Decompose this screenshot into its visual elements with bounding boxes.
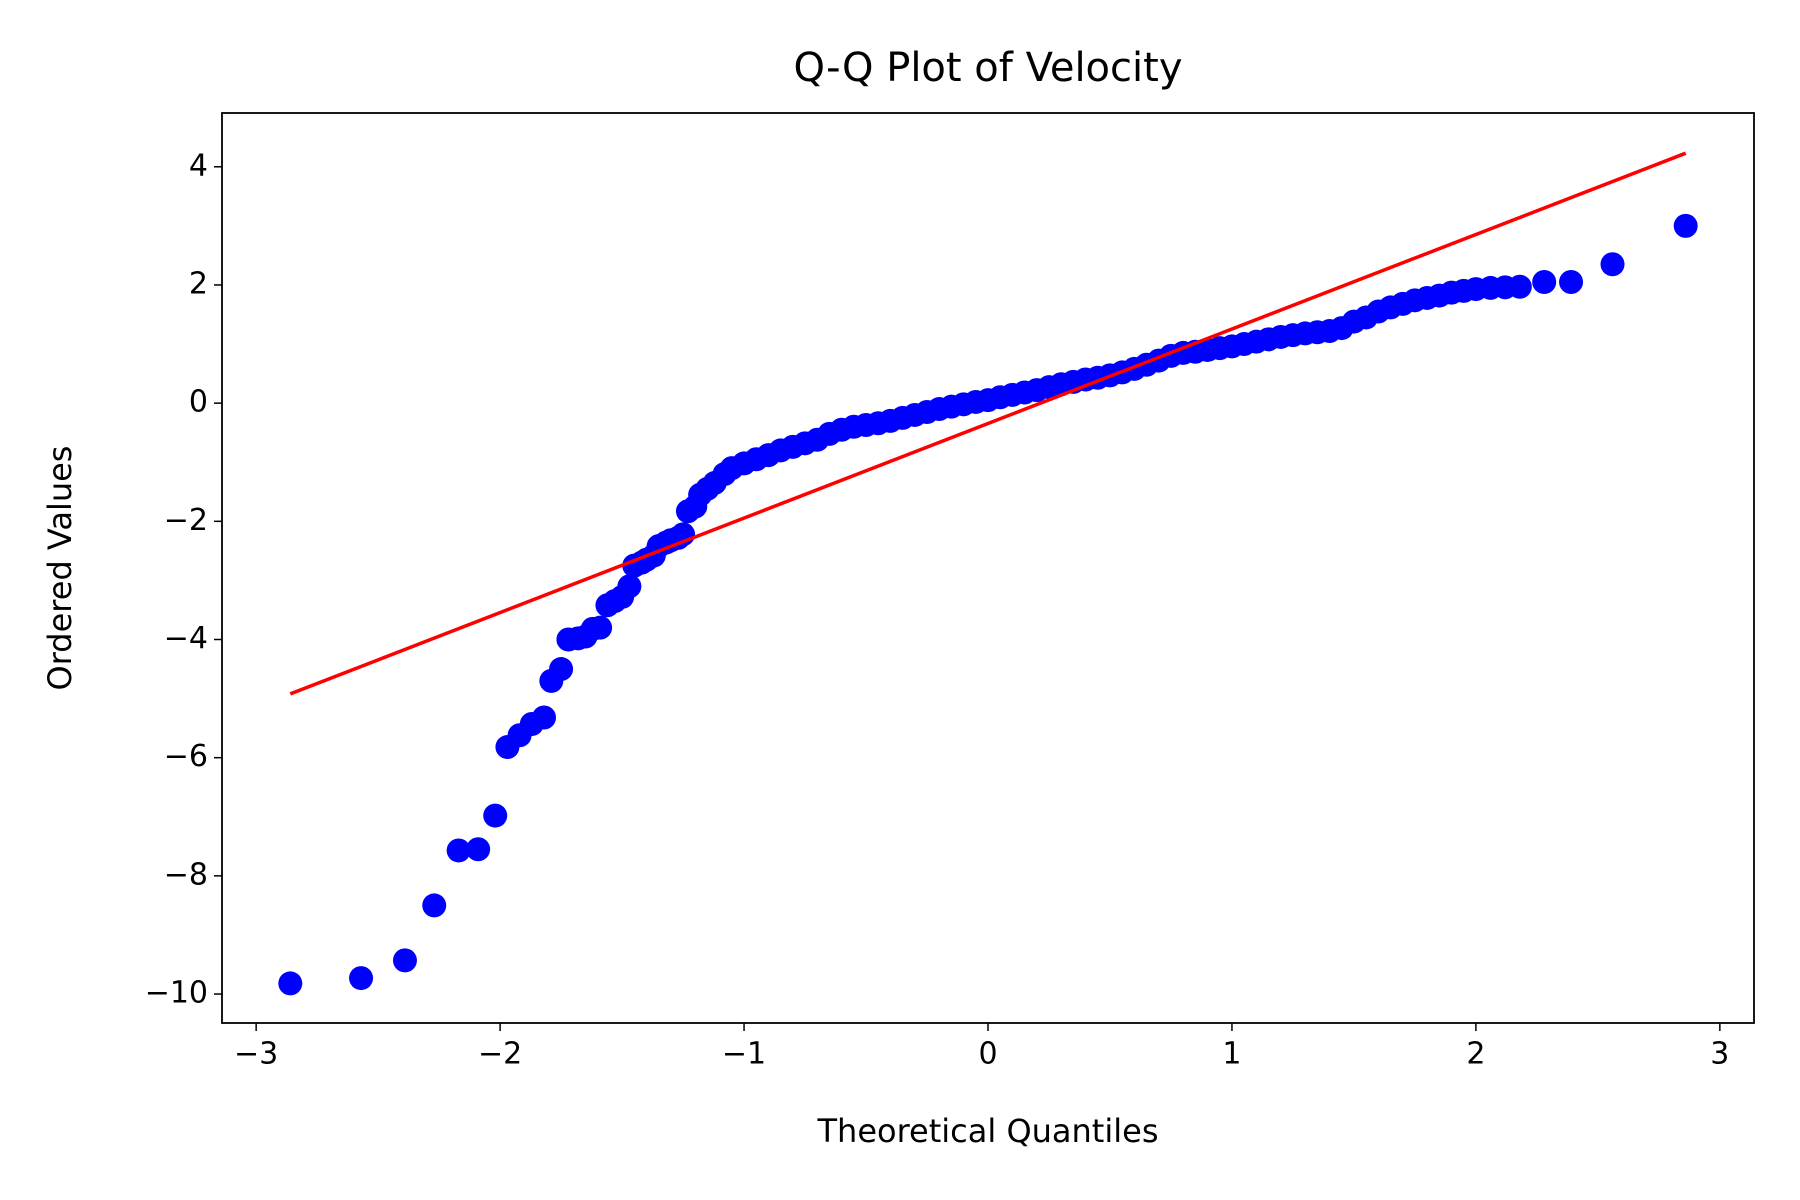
y-tick-label: −2: [164, 503, 208, 538]
x-tick-label: −1: [722, 1037, 766, 1072]
x-tick-label: −2: [478, 1037, 522, 1072]
data-point: [483, 803, 508, 828]
x-tick-label: 3: [1710, 1037, 1729, 1072]
x-tick-label: 2: [1466, 1037, 1485, 1072]
data-point: [549, 657, 574, 682]
data-point: [588, 615, 613, 640]
data-point: [278, 971, 303, 996]
x-tick-label: 0: [978, 1037, 997, 1072]
x-tick-label: 1: [1222, 1037, 1241, 1072]
data-point: [446, 838, 471, 863]
data-point: [392, 948, 417, 973]
x-tick-label: −3: [234, 1037, 278, 1072]
y-tick-label: −10: [145, 976, 208, 1011]
plot-frame: [221, 112, 1755, 1024]
data-point: [532, 705, 557, 730]
data-point: [617, 574, 642, 599]
data-point: [1673, 213, 1698, 238]
y-tick-label: 4: [189, 148, 208, 183]
x-axis-label: Theoretical Quantiles: [817, 1112, 1159, 1150]
fit-line: [289, 151, 1687, 696]
data-point: [422, 893, 447, 918]
data-point: [1559, 270, 1584, 294]
data-point: [1507, 274, 1532, 299]
y-tick-label: 0: [189, 385, 208, 420]
data-point: [1600, 252, 1625, 277]
data-point: [466, 837, 491, 862]
y-tick-label: −4: [164, 621, 208, 656]
data-point: [349, 966, 374, 991]
y-tick-label: −8: [164, 857, 208, 892]
y-tick-label: −6: [164, 739, 208, 774]
y-axis-label: Ordered Values: [41, 446, 79, 691]
chart-title: Q-Q Plot of Velocity: [794, 45, 1183, 91]
data-point: [1532, 270, 1557, 294]
y-tick-label: 2: [189, 266, 208, 301]
